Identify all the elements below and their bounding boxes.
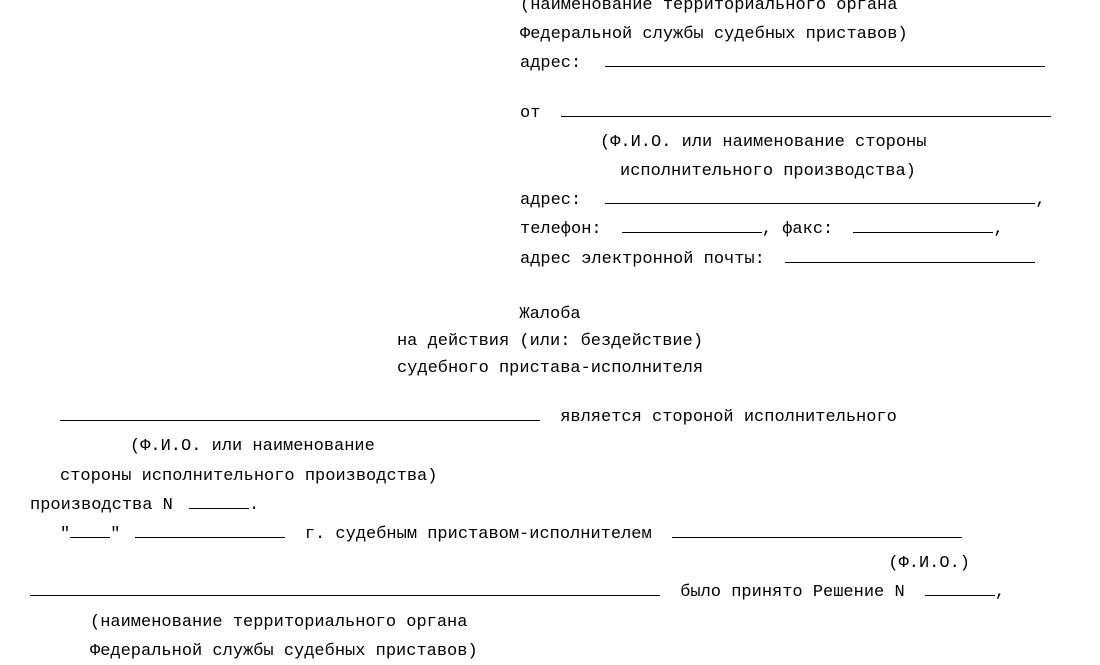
title-line1: Жалоба: [30, 301, 1070, 328]
comma: ,: [995, 583, 1005, 602]
email-field[interactable]: [785, 246, 1035, 263]
address-label: адрес:: [520, 54, 581, 73]
recipient-address-line: адрес:: [520, 50, 1070, 77]
comma: ,: [993, 220, 1003, 239]
day-field[interactable]: [70, 521, 110, 538]
party-line: является стороной исполнительного: [60, 404, 1070, 431]
document-root: (наименование территориального органа Фе…: [0, 0, 1100, 665]
production-label: производства N: [30, 496, 173, 515]
party-name-field[interactable]: [60, 404, 540, 421]
decision-label: было принято Решение N: [680, 583, 904, 602]
document-title: Жалоба на действия (или: бездействие) су…: [30, 301, 1070, 383]
quote-open: ": [60, 525, 70, 544]
recipient-block: (наименование территориального органа Фе…: [520, 0, 1070, 273]
phone-label: телефон:: [520, 220, 602, 239]
recipient-hint-line1: (наименование территориального органа: [520, 0, 1070, 19]
applicant-address-line: адрес: ,: [520, 187, 1070, 214]
decision-line: было принято Решение N ,: [30, 579, 1070, 606]
from-label: от: [520, 104, 540, 123]
phone-fax-line: телефон: , факс: ,: [520, 216, 1070, 243]
party-hint-line2: стороны исполнительного производства): [60, 463, 1070, 490]
fax-label: факс:: [782, 220, 833, 239]
title-line2: на действия (или: бездействие): [30, 328, 1070, 355]
party-hint-line1: (Ф.И.О. или наименование: [130, 433, 1070, 460]
month-field[interactable]: [135, 521, 285, 538]
comma: ,: [762, 220, 782, 239]
decision-number-field[interactable]: [925, 579, 995, 596]
executor-name-field[interactable]: [672, 521, 962, 538]
from-field[interactable]: [561, 100, 1051, 117]
production-number-line: производства N .: [30, 492, 1070, 519]
title-line3: судебного пристава-исполнителя: [30, 355, 1070, 382]
applicant-address-field[interactable]: [605, 187, 1035, 204]
from-hint-line1: (Ф.И.О. или наименование стороны: [520, 129, 1070, 156]
production-number-field[interactable]: [189, 492, 249, 509]
phone-field[interactable]: [622, 216, 762, 233]
period: .: [249, 496, 259, 515]
party-tail-text: является стороной исполнительного: [560, 408, 897, 427]
recipient-hint-line2: Федеральной службы судебных приставов): [520, 21, 1070, 48]
fax-field[interactable]: [853, 216, 993, 233]
date-suffix: г. судебным приставом-исполнителем: [305, 525, 652, 544]
applicant-address-label: адрес:: [520, 191, 581, 210]
from-line: от: [520, 100, 1070, 127]
quote-close: ": [110, 525, 120, 544]
email-line: адрес электронной почты:: [520, 246, 1070, 273]
executor-hint: (Ф.И.О.): [60, 550, 1070, 577]
address-field[interactable]: [605, 50, 1045, 67]
authority-field[interactable]: [30, 579, 660, 596]
authority-hint-line1: (наименование территориального органа: [90, 609, 1070, 636]
from-hint-line2: исполнительного производства): [520, 158, 1070, 185]
authority-hint-line2: Федеральной службы судебных приставов): [90, 638, 1070, 665]
email-label: адрес электронной почты:: [520, 250, 765, 269]
comma: ,: [1035, 191, 1045, 210]
date-executor-line: " " г. судебным приставом-исполнителем: [60, 521, 1070, 548]
body-block: является стороной исполнительного (Ф.И.О…: [60, 404, 1070, 665]
